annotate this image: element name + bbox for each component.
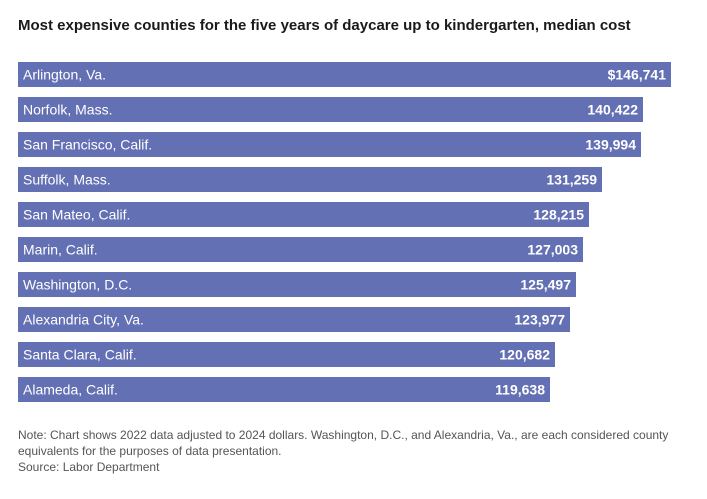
bar-category-label: San Francisco, Calif.: [23, 137, 152, 153]
bar-group: Marin, Calif. 127,003: [18, 237, 583, 262]
bar-group: Norfolk, Mass. 140,422: [18, 97, 643, 122]
bar-category-label: Arlington, Va.: [23, 67, 106, 83]
bar-group: Washington, D.C. 125,497: [18, 272, 576, 297]
bar-category-label: Suffolk, Mass.: [23, 172, 111, 188]
bar-value-label: 123,977: [514, 312, 565, 328]
bar: [18, 272, 576, 297]
bar-category-label: Alexandria City, Va.: [23, 312, 144, 328]
chart-footer: Note: Chart shows 2022 data adjusted to …: [18, 427, 698, 475]
bar-group: Santa Clara, Calif. 120,682: [18, 342, 555, 367]
chart-title: Most expensive counties for the five yea…: [18, 17, 631, 34]
bar-group: San Francisco, Calif. 139,994: [18, 132, 641, 157]
bar-group: San Mateo, Calif. 128,215: [18, 202, 589, 227]
bar: [18, 132, 641, 157]
bar-value-label: 140,422: [587, 102, 638, 118]
bar-value-label: 127,003: [527, 242, 578, 258]
bar-value-label: 119,638: [495, 382, 545, 398]
bar: [18, 377, 550, 402]
bar-category-label: Marin, Calif.: [23, 242, 98, 258]
bar-value-label: 125,497: [520, 277, 571, 293]
bar-value-label: 128,215: [533, 207, 584, 223]
bar-category-label: Norfolk, Mass.: [23, 102, 112, 118]
bar-category-label: San Mateo, Calif.: [23, 207, 130, 223]
chart-note: Note: Chart shows 2022 data adjusted to …: [18, 428, 669, 458]
bar-category-label: Santa Clara, Calif.: [23, 347, 137, 363]
bar-group: Alameda, Calif. 119,638: [18, 377, 550, 402]
bar: [18, 342, 555, 367]
bar: [18, 97, 643, 122]
bar-category-label: Washington, D.C.: [23, 277, 132, 293]
chart-source: Source: Labor Department: [18, 460, 160, 474]
bar: [18, 237, 583, 262]
bar-group: Suffolk, Mass. 131,259: [18, 167, 602, 192]
bar: [18, 202, 589, 227]
bar: [18, 167, 602, 192]
bar-value-label: 120,682: [499, 347, 550, 363]
bar-chart: Arlington, Va. $146,741 Norfolk, Mass. 140,…: [18, 62, 671, 402]
bar: [18, 62, 671, 87]
bar-category-label: Alameda, Calif.: [23, 382, 118, 398]
bar-value-label: 139,994: [585, 137, 636, 153]
bar-group: Arlington, Va. $146,741: [18, 62, 671, 87]
bar-value-label: 131,259: [546, 172, 597, 188]
bar: [18, 307, 570, 332]
bar-group: Alexandria City, Va. 123,977: [18, 307, 570, 332]
bar-value-label: $146,741: [608, 67, 667, 83]
